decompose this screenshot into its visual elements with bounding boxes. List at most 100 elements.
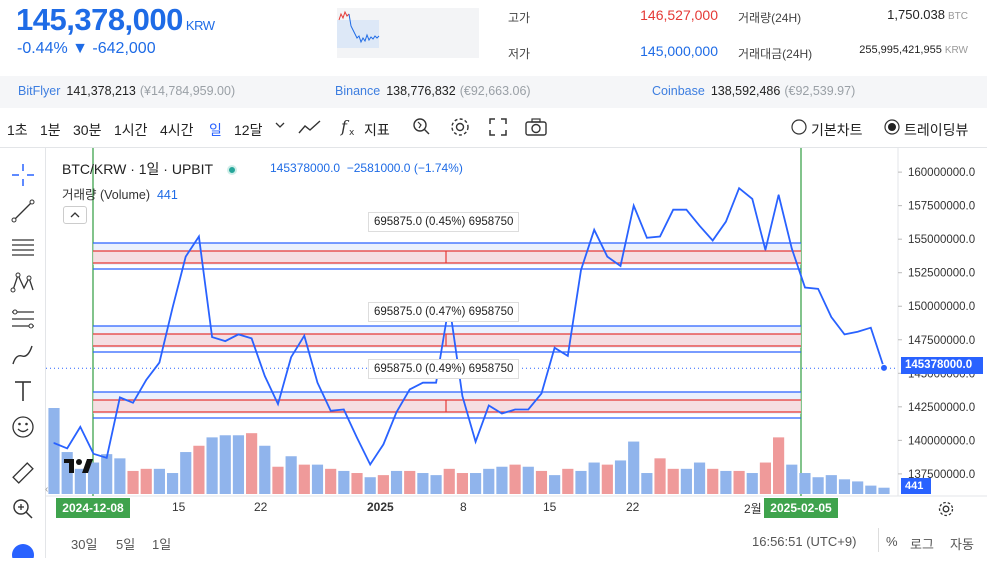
crosshair-icon[interactable] bbox=[10, 162, 36, 188]
volume-bar bbox=[61, 452, 73, 494]
exchange-bitflyer[interactable]: BitFlyer 141,378,213 (¥14,784,959.00) bbox=[18, 84, 236, 98]
y-tick-label: 140000000.0 bbox=[908, 435, 975, 447]
volume-bar bbox=[852, 481, 864, 494]
volume-bar bbox=[325, 468, 337, 494]
price-point bbox=[237, 333, 240, 335]
indicators-label[interactable]: 지표 bbox=[364, 122, 390, 138]
interval-30m[interactable]: 30분 bbox=[73, 122, 102, 138]
interval-1d[interactable]: 일 bbox=[209, 122, 222, 138]
low-label: 저가 bbox=[508, 47, 531, 61]
auto-toggle[interactable]: 자동 bbox=[950, 537, 974, 552]
horizontal-lines-icon[interactable] bbox=[10, 234, 36, 260]
basic-chart-radio[interactable] bbox=[791, 119, 807, 138]
interval-4h[interactable]: 4시간 bbox=[160, 122, 194, 138]
volume-bar bbox=[180, 452, 192, 494]
price-point bbox=[395, 411, 398, 413]
range-5d[interactable]: 5일 bbox=[116, 537, 136, 552]
volume-bar bbox=[496, 466, 508, 494]
interval-1m[interactable]: 1분 bbox=[40, 122, 61, 138]
amount-24h-value: 255,995,421,955 KRW bbox=[859, 44, 968, 56]
percent-toggle[interactable]: % bbox=[886, 534, 898, 549]
exchange-binance[interactable]: Binance 138,776,832 (€92,663.06) bbox=[335, 84, 531, 98]
emoji-icon[interactable] bbox=[10, 414, 36, 440]
log-toggle[interactable]: 로그 bbox=[910, 537, 934, 552]
volume-bar bbox=[549, 475, 561, 494]
gear-icon[interactable] bbox=[449, 116, 471, 141]
volume-bar bbox=[878, 487, 890, 494]
volume-bar bbox=[74, 468, 86, 494]
y-tick-label: 152500000.0 bbox=[908, 268, 975, 280]
price-change: -0.44% ▼ -642,000 bbox=[17, 40, 156, 57]
alert-icon[interactable] bbox=[410, 116, 432, 141]
volume-bar bbox=[680, 468, 692, 494]
price-point bbox=[106, 457, 108, 459]
current-price-tag: 145378000.0 bbox=[901, 357, 983, 374]
trend-line-icon[interactable] bbox=[10, 198, 36, 224]
volume-bar bbox=[720, 470, 732, 494]
volume-bar bbox=[693, 462, 706, 494]
fullscreen-icon[interactable] bbox=[488, 117, 508, 140]
camera-icon[interactable] bbox=[524, 117, 548, 140]
price-point bbox=[158, 361, 160, 364]
brush-icon[interactable] bbox=[10, 342, 36, 368]
range-annotation-3[interactable]: 695875.0 (0.49%) 6958750 bbox=[368, 359, 520, 379]
collapse-legend-button[interactable] bbox=[63, 206, 87, 224]
volume-bar bbox=[654, 458, 666, 494]
volume-bar bbox=[575, 470, 587, 494]
ticker-header: 145,378,000 KRW -0.44% ▼ -642,000 고가 146,… bbox=[0, 0, 987, 76]
ruler-icon[interactable] bbox=[10, 460, 36, 486]
volume-24h-value: 1,750.038 BTC bbox=[887, 7, 968, 22]
trading-view-radio[interactable] bbox=[884, 119, 900, 138]
volume-bar bbox=[87, 462, 100, 494]
interval-1h[interactable]: 1시간 bbox=[114, 122, 148, 138]
range-annotation-1[interactable]: 695875.0 (0.45%) 6958750 bbox=[368, 212, 520, 232]
chevron-down-icon[interactable] bbox=[274, 118, 286, 134]
zoom-in-icon[interactable] bbox=[10, 496, 36, 522]
volume-bar bbox=[799, 473, 811, 494]
interval-12mo[interactable]: 12달 bbox=[234, 122, 263, 138]
trading-view-label[interactable]: 트레이딩뷰 bbox=[904, 122, 969, 138]
current-price: 145,378,000 KRW bbox=[16, 2, 215, 37]
price-chart[interactable]: 160000000.0 157500000.0 155000000.0 1525000… bbox=[45, 148, 987, 520]
svg-text:f: f bbox=[340, 117, 350, 136]
text-icon[interactable] bbox=[10, 378, 36, 404]
range-30d[interactable]: 30일 bbox=[71, 537, 98, 552]
range-annotation-2[interactable]: 695875.0 (0.47%) 6958750 bbox=[368, 302, 520, 322]
mini-chart bbox=[337, 8, 479, 58]
volume-24h-label: 거래량(24H) bbox=[738, 11, 802, 25]
pattern-icon[interactable] bbox=[10, 270, 36, 296]
price-point bbox=[185, 256, 187, 258]
clock[interactable]: 16:56:51 (UTC+9) bbox=[752, 534, 857, 549]
price-point bbox=[461, 395, 464, 397]
y-tick-label: 160000000.0 bbox=[908, 167, 975, 179]
price-point bbox=[791, 247, 793, 250]
volume-bar bbox=[588, 462, 600, 494]
volume-bar bbox=[417, 473, 429, 494]
volume-bar bbox=[733, 470, 745, 494]
gear-icon[interactable] bbox=[937, 500, 955, 523]
price-point bbox=[264, 375, 266, 377]
scroll-left-icon[interactable]: ‹ bbox=[45, 484, 49, 495]
basic-chart-label[interactable]: 기본차트 bbox=[811, 122, 863, 138]
fib-retracement-icon[interactable] bbox=[10, 306, 36, 332]
price-point bbox=[303, 335, 305, 337]
x-tick-15: 15 bbox=[172, 500, 186, 514]
price-point bbox=[211, 336, 213, 338]
range-1d[interactable]: 1일 bbox=[152, 537, 172, 552]
price-point bbox=[870, 327, 872, 329]
volume-bar bbox=[114, 458, 126, 494]
price-point bbox=[857, 331, 859, 333]
price-point bbox=[501, 412, 503, 415]
volume-bar bbox=[535, 470, 548, 494]
volume-bar bbox=[285, 456, 297, 494]
x-tick-feb: 2월 bbox=[744, 502, 762, 516]
volume-bar bbox=[470, 473, 482, 494]
chart-type-line-icon[interactable] bbox=[298, 118, 322, 139]
volume-bar bbox=[101, 454, 113, 494]
price-point bbox=[356, 437, 358, 439]
interval-1s[interactable]: 1초 bbox=[7, 122, 28, 138]
price-point bbox=[540, 392, 543, 395]
exchange-coinbase[interactable]: Coinbase 138,592,486 (€92,539.97) bbox=[652, 84, 856, 98]
price-point bbox=[751, 198, 753, 200]
